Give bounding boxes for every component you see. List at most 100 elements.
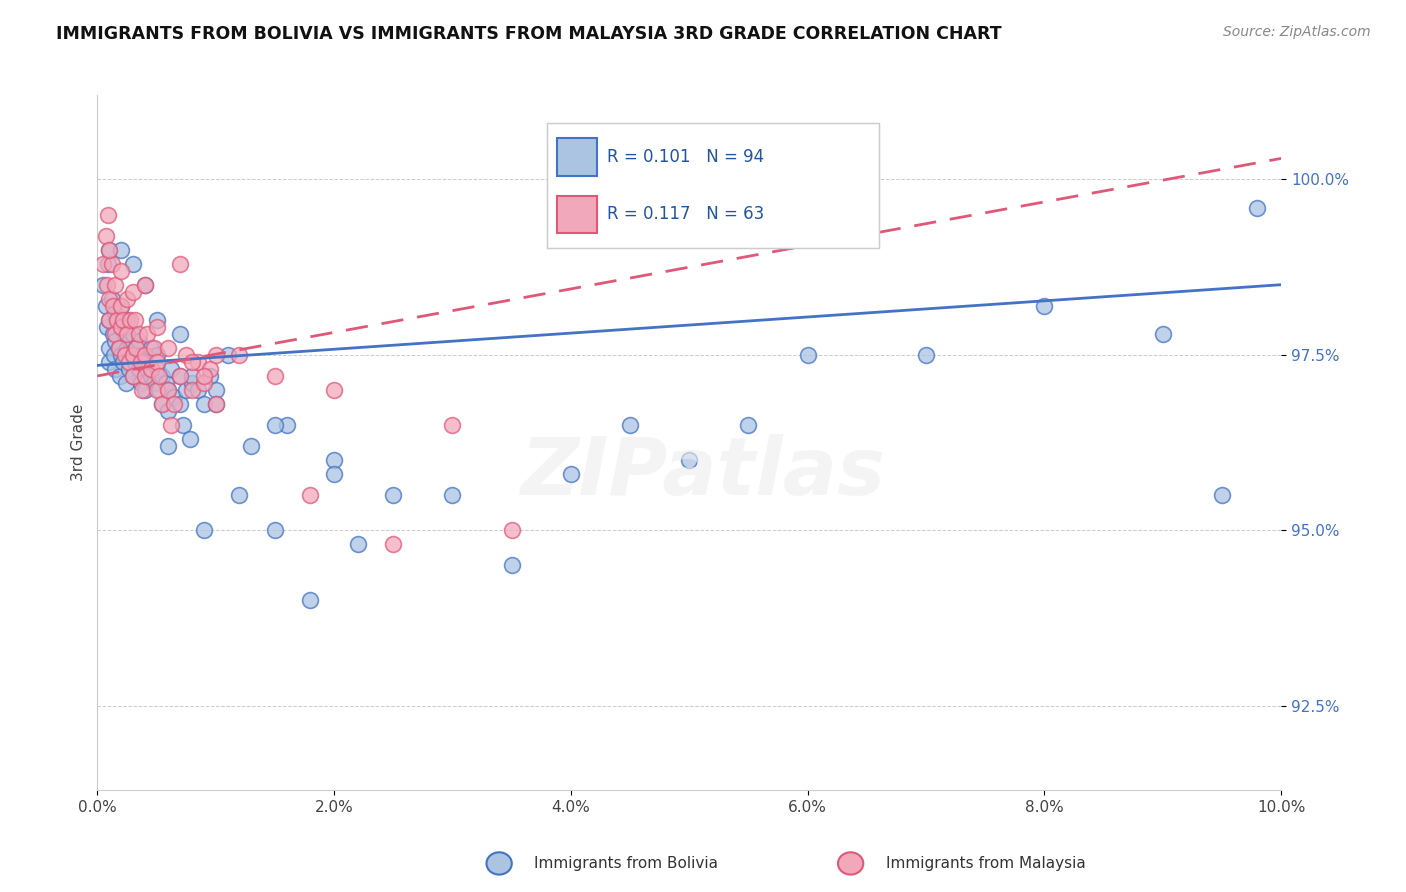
Point: [264, 417, 287, 432]
Point: [134, 355, 156, 369]
Point: [1246, 201, 1268, 215]
Point: [157, 439, 180, 453]
Point: [228, 348, 250, 362]
Point: [128, 334, 150, 348]
Point: [619, 417, 641, 432]
Point: [131, 348, 153, 362]
Point: [169, 397, 191, 411]
Point: [94, 228, 117, 243]
Point: [115, 292, 138, 306]
Point: [121, 348, 143, 362]
Point: [382, 488, 405, 502]
Text: IMMIGRANTS FROM BOLIVIA VS IMMIGRANTS FROM MALAYSIA 3RD GRADE CORRELATION CHART: IMMIGRANTS FROM BOLIVIA VS IMMIGRANTS FR…: [56, 25, 1002, 43]
Point: [110, 243, 132, 257]
Point: [155, 376, 177, 390]
Point: [152, 397, 174, 411]
Point: [121, 285, 143, 299]
Point: [129, 355, 152, 369]
Point: [98, 243, 121, 257]
Point: [148, 383, 170, 397]
Point: [134, 368, 156, 383]
Point: [139, 368, 162, 383]
Point: [112, 313, 135, 327]
Point: [114, 348, 136, 362]
Point: [91, 277, 114, 292]
Point: [181, 368, 204, 383]
Point: [678, 453, 700, 467]
Point: [134, 348, 156, 362]
Point: [134, 383, 156, 397]
Point: [125, 341, 148, 355]
Point: [193, 368, 215, 383]
Point: [115, 326, 138, 341]
Text: ZIPatlas: ZIPatlas: [520, 434, 886, 512]
Point: [169, 368, 191, 383]
Text: Immigrants from Bolivia: Immigrants from Bolivia: [534, 856, 718, 871]
Point: [1152, 326, 1174, 341]
Point: [501, 558, 523, 573]
Point: [143, 341, 166, 355]
Point: [1211, 488, 1233, 502]
Point: [136, 362, 159, 376]
Point: [121, 368, 143, 383]
Point: [104, 306, 127, 320]
Point: [94, 299, 117, 313]
Point: [128, 326, 150, 341]
Point: [181, 383, 204, 397]
Point: [139, 341, 162, 355]
Point: [104, 326, 127, 341]
Point: [107, 341, 129, 355]
Point: [157, 383, 180, 397]
Point: [441, 488, 464, 502]
Point: [1033, 299, 1056, 313]
Point: [560, 467, 582, 482]
Point: [163, 390, 186, 404]
Point: [217, 348, 239, 362]
Point: [915, 348, 938, 362]
Point: [118, 355, 141, 369]
Point: [110, 348, 132, 362]
Point: [501, 523, 523, 537]
Point: [159, 417, 181, 432]
Point: [115, 341, 138, 355]
Point: [101, 299, 124, 313]
Point: [299, 488, 322, 502]
Point: [131, 383, 153, 397]
Point: [204, 348, 226, 362]
Point: [174, 383, 197, 397]
Point: [143, 376, 166, 390]
Point: [98, 341, 121, 355]
Point: [159, 362, 181, 376]
Point: [114, 376, 136, 390]
Point: [198, 362, 221, 376]
Point: [152, 368, 174, 383]
Point: [100, 292, 122, 306]
Point: [145, 348, 167, 362]
Point: [98, 313, 121, 327]
Point: [121, 326, 143, 341]
Point: [96, 319, 118, 334]
Point: [157, 404, 180, 418]
Point: [98, 292, 121, 306]
Point: [169, 368, 191, 383]
Point: [204, 383, 226, 397]
Point: [299, 593, 322, 607]
Point: [181, 376, 204, 390]
Point: [112, 355, 135, 369]
Point: [110, 299, 132, 313]
Point: [145, 383, 167, 397]
Point: [198, 368, 221, 383]
Point: [101, 326, 124, 341]
Point: [187, 355, 209, 369]
Point: [136, 326, 159, 341]
Point: [125, 341, 148, 355]
Point: [145, 319, 167, 334]
Point: [115, 313, 138, 327]
Point: [100, 257, 122, 271]
Point: [110, 319, 132, 334]
Point: [157, 341, 180, 355]
Point: [240, 439, 263, 453]
Point: [104, 277, 127, 292]
Point: [134, 277, 156, 292]
Point: [110, 299, 132, 313]
